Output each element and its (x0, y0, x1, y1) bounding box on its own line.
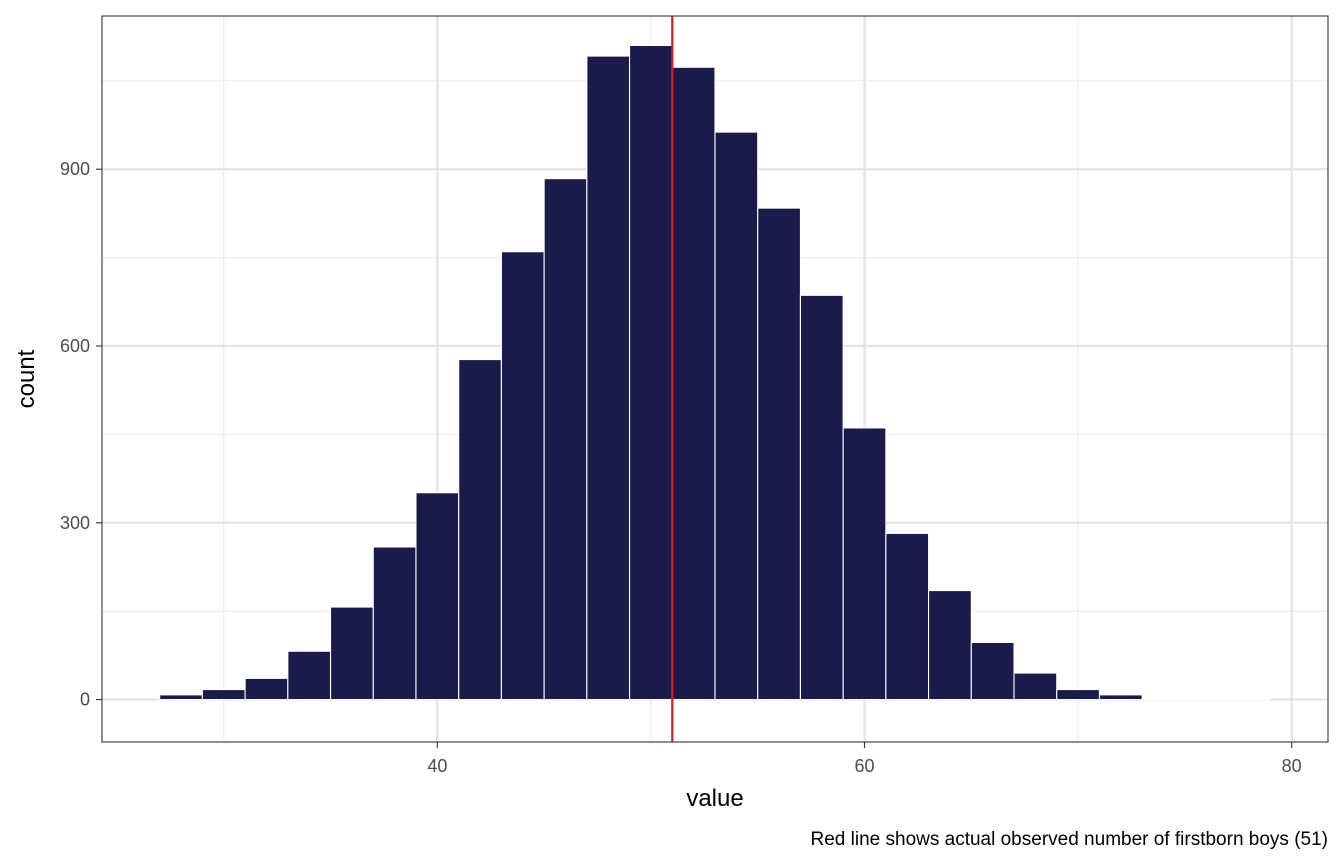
histogram-bar (244, 677, 289, 701)
histogram-bar (629, 44, 673, 701)
x-tick-label: 60 (854, 756, 874, 776)
histogram-bar (1184, 698, 1229, 701)
panel-border (101, 15, 1329, 743)
histogram-bar (714, 131, 759, 701)
histogram-bar (458, 359, 502, 701)
y-tick-label: 300 (60, 513, 90, 533)
histogram-bar (586, 55, 631, 701)
x-axis: 40 60 80 (427, 742, 1302, 776)
histogram-bar (159, 694, 203, 701)
y-axis-title: count (13, 349, 40, 408)
histogram-bar (885, 532, 930, 701)
histogram-bar (415, 492, 460, 701)
x-tick-label: 80 (1282, 756, 1302, 776)
histogram-bar (201, 689, 246, 701)
histogram-bar (1013, 672, 1058, 701)
histogram-bar (671, 66, 716, 701)
y-axis: 0 300 600 900 (60, 159, 102, 710)
histogram-bar (1227, 698, 1271, 701)
histogram-bar (1141, 698, 1186, 701)
histogram-bar (970, 641, 1015, 701)
histogram-bars (159, 44, 1271, 701)
histogram-bar (500, 251, 545, 701)
histogram-bar (928, 590, 972, 701)
histogram-bar (543, 178, 588, 701)
x-axis-title: value (686, 785, 743, 812)
chart-caption: Red line shows actual observed number of… (811, 829, 1328, 850)
histogram-bar (287, 650, 332, 701)
histogram-bar (1098, 694, 1143, 701)
histogram-bar (1056, 689, 1101, 701)
histogram-bar (757, 207, 801, 701)
histogram-bar (842, 427, 887, 701)
x-tick-label: 40 (427, 756, 447, 776)
histogram-bar (372, 546, 417, 701)
y-tick-label: 0 (80, 690, 90, 710)
y-tick-label: 600 (60, 336, 90, 356)
y-tick-label: 900 (60, 159, 90, 179)
histogram-bar (329, 606, 374, 701)
histogram-bar (799, 294, 844, 701)
